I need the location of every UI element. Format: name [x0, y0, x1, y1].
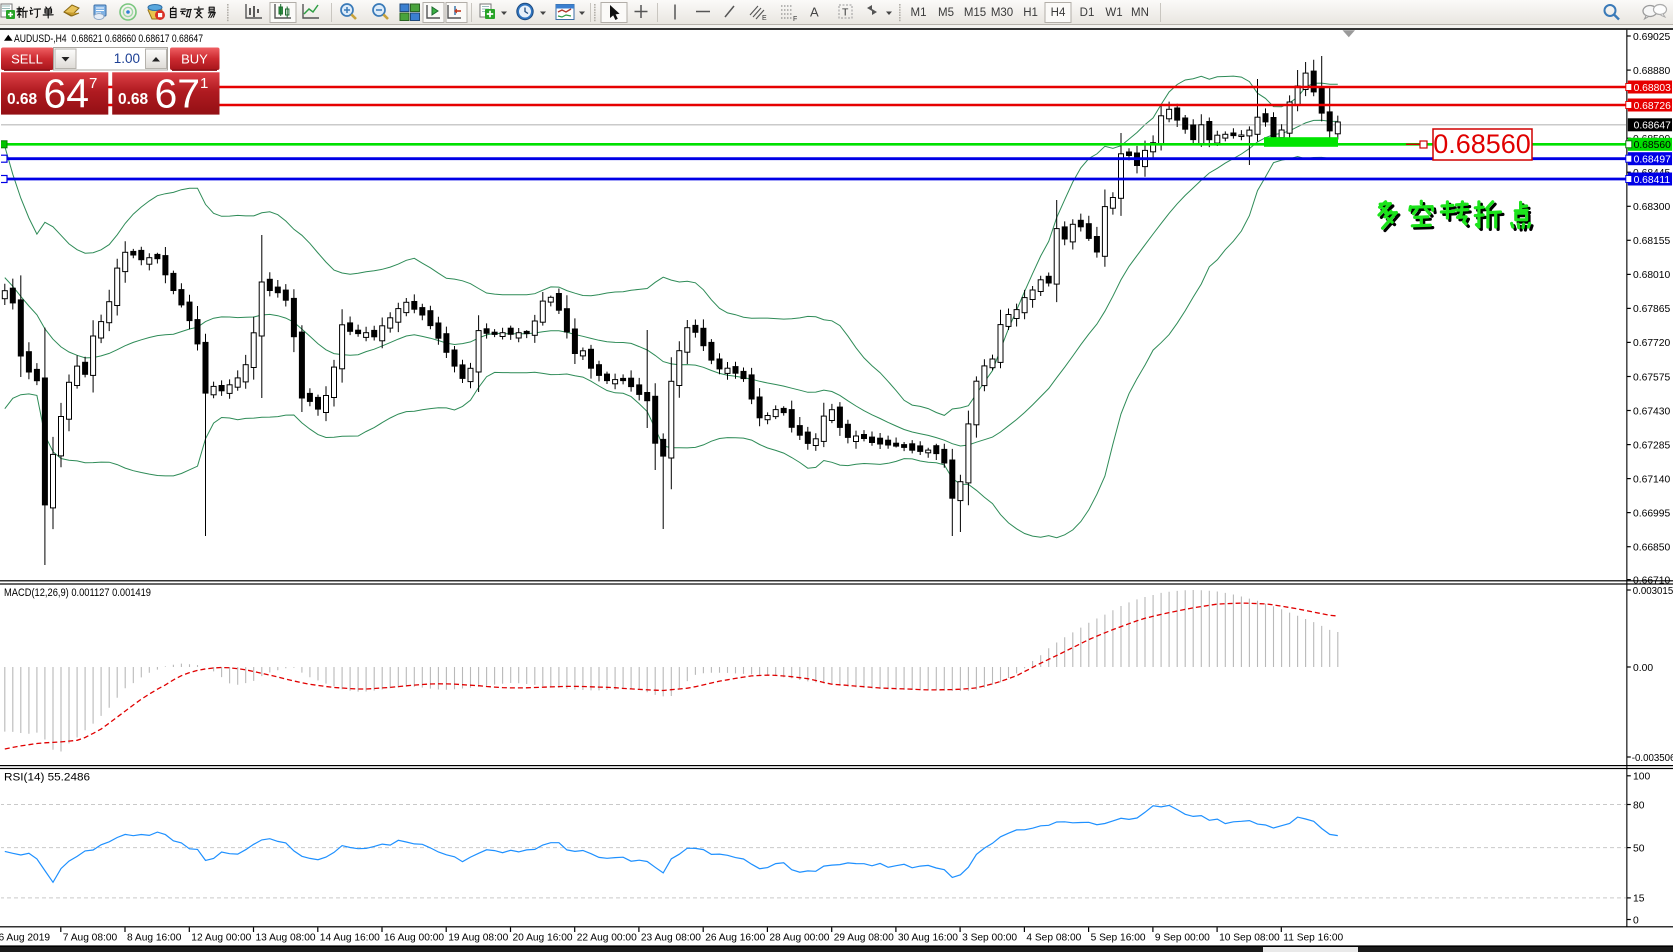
svg-text:26 Aug 16:00: 26 Aug 16:00 — [705, 933, 765, 944]
svg-text:0.67865: 0.67865 — [1633, 304, 1670, 315]
svg-text:0.69025: 0.69025 — [1633, 32, 1670, 43]
svg-text:23 Aug 08:00: 23 Aug 08:00 — [641, 933, 701, 944]
svg-text:9 Sep 00:00: 9 Sep 00:00 — [1155, 933, 1210, 944]
svg-text:0.67720: 0.67720 — [1633, 338, 1670, 349]
svg-text:BUY: BUY — [181, 52, 208, 67]
svg-text:0.66710: 0.66710 — [1633, 575, 1670, 586]
svg-text:50: 50 — [1633, 843, 1645, 854]
svg-text:0.68411: 0.68411 — [1634, 175, 1671, 186]
svg-text:MN: MN — [1131, 7, 1149, 19]
svg-text:12 Aug 00:00: 12 Aug 00:00 — [191, 933, 251, 944]
svg-text:5 Sep 16:00: 5 Sep 16:00 — [1091, 933, 1146, 944]
svg-text:15: 15 — [1633, 894, 1645, 905]
svg-text:M5: M5 — [938, 7, 954, 19]
svg-text:0.67285: 0.67285 — [1633, 440, 1670, 451]
svg-text:0.67430: 0.67430 — [1633, 406, 1670, 417]
svg-text:1: 1 — [200, 75, 208, 92]
svg-text:19 Aug 08:00: 19 Aug 08:00 — [448, 933, 508, 944]
svg-text:MACD(12,26,9) 0.001127 0.00141: MACD(12,26,9) 0.001127 0.001419 — [4, 587, 151, 599]
svg-text:0.66995: 0.66995 — [1633, 508, 1670, 519]
svg-text:-0.003506: -0.003506 — [1632, 753, 1673, 764]
svg-text:0.68: 0.68 — [7, 91, 38, 108]
svg-text:A: A — [810, 5, 819, 20]
svg-text:6 Aug 2019: 6 Aug 2019 — [0, 933, 50, 944]
svg-text:0.68560: 0.68560 — [1433, 129, 1531, 159]
svg-text:F: F — [793, 16, 797, 23]
svg-text:4 Sep 08:00: 4 Sep 08:00 — [1026, 933, 1081, 944]
svg-text:AUDUSD-,H4 0.68621 0.68660 0.: AUDUSD-,H4 0.68621 0.68660 0.68617 0.686… — [14, 33, 203, 45]
svg-text:11 Sep 16:00: 11 Sep 16:00 — [1283, 933, 1343, 944]
svg-text:7 Aug 08:00: 7 Aug 08:00 — [63, 933, 118, 944]
svg-text:H4: H4 — [1051, 7, 1066, 19]
svg-text:29 Aug 08:00: 29 Aug 08:00 — [834, 933, 894, 944]
svg-text:0.67140: 0.67140 — [1633, 474, 1670, 485]
svg-text:1.00: 1.00 — [114, 51, 140, 66]
svg-text:100: 100 — [1633, 772, 1650, 783]
svg-text:SELL: SELL — [11, 52, 43, 67]
svg-text:30 Aug 16:00: 30 Aug 16:00 — [898, 933, 958, 944]
svg-text:0.68: 0.68 — [118, 91, 149, 108]
svg-text:64: 64 — [44, 71, 90, 117]
svg-text:0.00: 0.00 — [1633, 663, 1653, 674]
svg-text:10 Sep 08:00: 10 Sep 08:00 — [1219, 933, 1280, 944]
svg-text:0.68300: 0.68300 — [1633, 202, 1670, 213]
svg-text:D1: D1 — [1080, 7, 1095, 19]
svg-text:M30: M30 — [991, 7, 1013, 19]
svg-text:20 Aug 16:00: 20 Aug 16:00 — [513, 933, 573, 944]
svg-text:T: T — [842, 7, 849, 19]
svg-text:W1: W1 — [1105, 7, 1122, 19]
svg-text:0.68497: 0.68497 — [1634, 155, 1671, 166]
svg-text:13 Aug 08:00: 13 Aug 08:00 — [256, 933, 316, 944]
svg-text:8 Aug 16:00: 8 Aug 16:00 — [127, 933, 182, 944]
svg-text:E: E — [762, 15, 767, 22]
svg-text:14 Aug 16:00: 14 Aug 16:00 — [320, 933, 380, 944]
svg-text:M1: M1 — [911, 7, 927, 19]
svg-text:0.66850: 0.66850 — [1633, 543, 1670, 554]
svg-text:0.68560: 0.68560 — [1634, 140, 1671, 151]
svg-text:0.68803: 0.68803 — [1634, 83, 1671, 94]
svg-text:RSI(14) 55.2486: RSI(14) 55.2486 — [4, 772, 90, 784]
svg-text:0.68880: 0.68880 — [1633, 66, 1670, 77]
svg-text:0: 0 — [1633, 915, 1639, 926]
svg-text:0.68647: 0.68647 — [1634, 121, 1671, 132]
svg-text:80: 80 — [1633, 800, 1645, 811]
svg-text:22 Aug 00:00: 22 Aug 00:00 — [577, 933, 637, 944]
svg-text:H1: H1 — [1023, 7, 1038, 19]
svg-text:67: 67 — [155, 71, 201, 117]
svg-text:7: 7 — [89, 75, 97, 92]
svg-text:0.003015: 0.003015 — [1633, 586, 1673, 597]
svg-text:3 Sep 00:00: 3 Sep 00:00 — [962, 933, 1017, 944]
svg-text:0.67575: 0.67575 — [1633, 372, 1670, 383]
svg-text:0.68010: 0.68010 — [1633, 270, 1670, 281]
svg-text:16 Aug 00:00: 16 Aug 00:00 — [384, 933, 444, 944]
svg-text:M15: M15 — [964, 7, 986, 19]
svg-text:28 Aug 00:00: 28 Aug 00:00 — [769, 933, 829, 944]
svg-text:0.68726: 0.68726 — [1634, 101, 1671, 112]
svg-text:0.68155: 0.68155 — [1633, 236, 1670, 247]
